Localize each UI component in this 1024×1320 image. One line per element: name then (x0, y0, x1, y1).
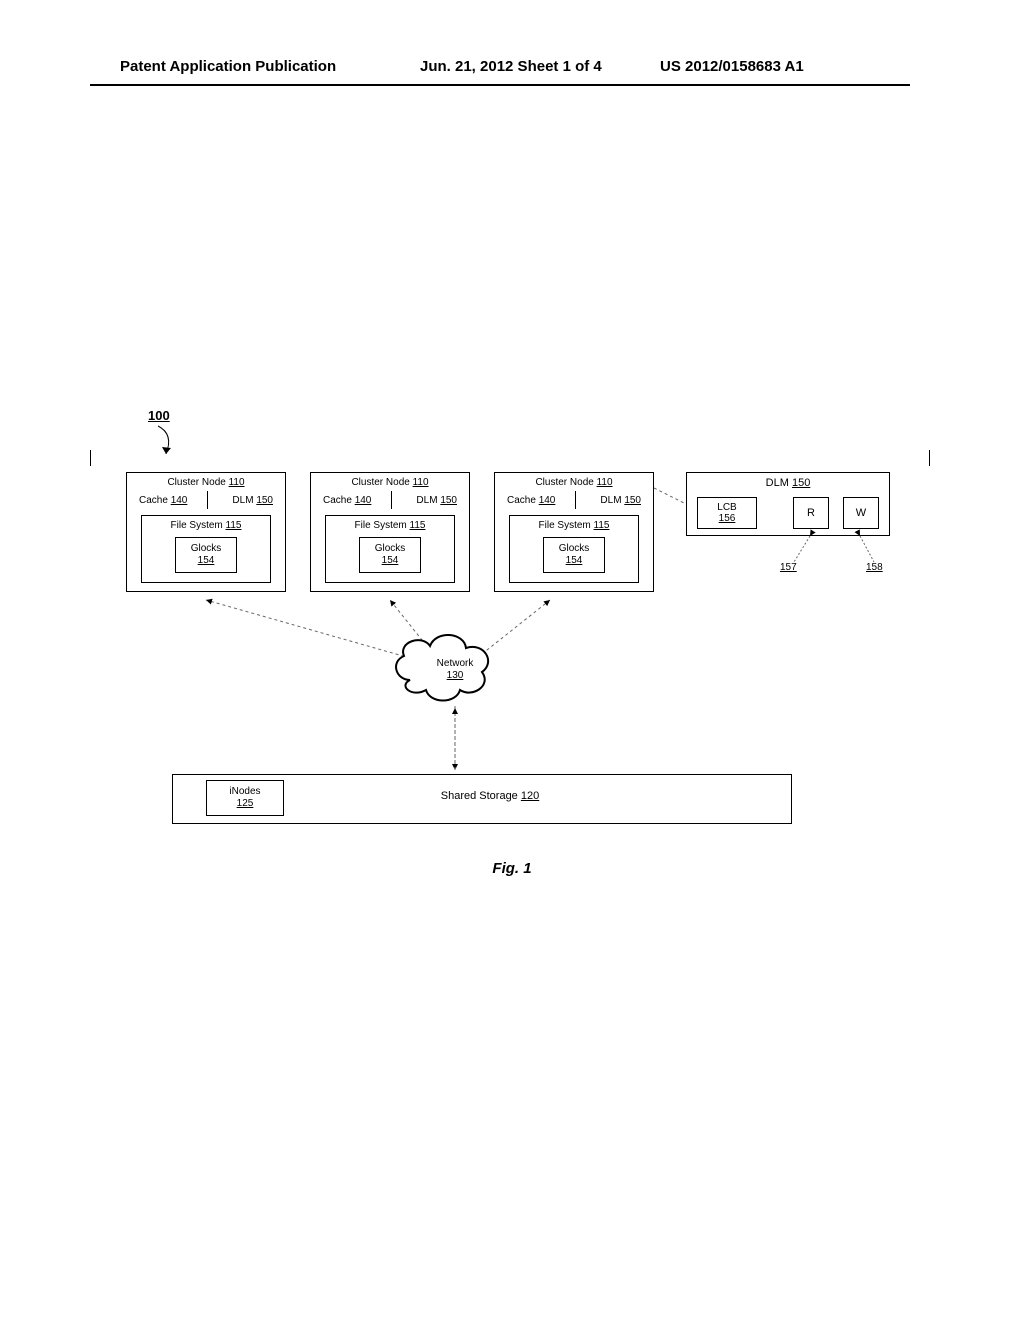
network-text: Network (437, 658, 474, 669)
cluster-node-ref: 110 (229, 477, 245, 488)
w-box: W (843, 497, 879, 529)
file-system-title: File System 115 (510, 520, 638, 531)
fs-text: File System (539, 520, 591, 531)
cluster-node-label: Cluster Node (535, 477, 593, 488)
fs-text: File System (171, 520, 223, 531)
cluster-node-2: Cluster Node 110 Cache 140 DLM 150 File … (310, 472, 470, 592)
fs-ref: 115 (594, 520, 610, 531)
cluster-node-label: Cluster Node (351, 477, 409, 488)
cluster-node-label: Cluster Node (167, 477, 225, 488)
dlm-text: DLM (232, 495, 253, 506)
glocks-ref: 154 (382, 555, 399, 567)
file-system-box: File System 115 Glocks 154 (325, 515, 455, 583)
r-box: R (793, 497, 829, 529)
lcb-box: LCB 156 (697, 497, 757, 529)
cache-ref: 140 (355, 495, 372, 506)
file-system-box: File System 115 Glocks 154 (509, 515, 639, 583)
figure-caption: Fig. 1 (0, 860, 1024, 877)
network-label: Network 130 (410, 658, 500, 682)
w-ref-label: 158 (866, 562, 883, 573)
dlm-ref: 150 (440, 495, 457, 506)
node-separator (575, 491, 576, 509)
glocks-box: Glocks 154 (543, 537, 605, 573)
glocks-text: Glocks (375, 543, 406, 555)
cache-label: Cache 140 (323, 495, 371, 506)
cluster-node-title: Cluster Node 110 (311, 477, 469, 488)
header-right: US 2012/0158683 A1 (660, 58, 804, 75)
cache-label: Cache 140 (139, 495, 187, 506)
inodes-ref: 125 (237, 798, 254, 810)
fs-ref: 115 (226, 520, 242, 531)
cluster-node-ref: 110 (413, 477, 429, 488)
page: Patent Application Publication Jun. 21, … (0, 0, 1024, 1320)
file-system-title: File System 115 (326, 520, 454, 531)
w-text: W (856, 507, 866, 519)
fs-text: File System (355, 520, 407, 531)
header-rule (90, 84, 910, 86)
reference-100-arrow-icon (152, 424, 192, 460)
file-system-title: File System 115 (142, 520, 270, 531)
dlm-label: DLM 150 (232, 495, 273, 506)
dlm-text: DLM (600, 495, 621, 506)
shared-storage-label: Shared Storage 120 (400, 790, 580, 802)
dlm-label: DLM 150 (416, 495, 457, 506)
cluster-node-1: Cluster Node 110 Cache 140 DLM 150 File … (126, 472, 286, 592)
cluster-node-3: Cluster Node 110 Cache 140 DLM 150 File … (494, 472, 654, 592)
lcb-ref: 156 (719, 513, 736, 524)
inodes-box: iNodes 125 (206, 780, 284, 816)
cluster-node-ref: 110 (597, 477, 613, 488)
lcb-text: LCB (717, 502, 736, 513)
cache-ref: 140 (539, 495, 556, 506)
storage-ref: 120 (521, 790, 539, 802)
inodes-text: iNodes (229, 786, 260, 798)
figure-1-diagram: Cluster Node 110 Cache 140 DLM 150 File … (110, 458, 910, 828)
glocks-text: Glocks (191, 543, 222, 555)
fs-ref: 115 (410, 520, 426, 531)
cluster-node-title: Cluster Node 110 (495, 477, 653, 488)
cache-label: Cache 140 (507, 495, 555, 506)
glocks-text: Glocks (559, 543, 590, 555)
dlm-ref: 150 (624, 495, 641, 506)
page-frame-right-tick (929, 450, 930, 466)
file-system-box: File System 115 Glocks 154 (141, 515, 271, 583)
r-ref-label: 157 (780, 562, 797, 573)
dlm-text: DLM (416, 495, 437, 506)
dlm-ref: 150 (256, 495, 273, 506)
cluster-node-title: Cluster Node 110 (127, 477, 285, 488)
node-separator (207, 491, 208, 509)
cache-text: Cache (507, 495, 536, 506)
page-frame-left-tick (90, 450, 91, 466)
dlm-detail-title: DLM 150 (687, 477, 889, 489)
node-separator (391, 491, 392, 509)
network-ref: 130 (447, 670, 464, 681)
cache-text: Cache (323, 495, 352, 506)
storage-text: Shared Storage (441, 790, 518, 802)
cache-text: Cache (139, 495, 168, 506)
dlm-detail-text: DLM (766, 477, 789, 489)
dlm-detail-box: DLM 150 LCB 156 R W (686, 472, 890, 536)
dlm-label: DLM 150 (600, 495, 641, 506)
glocks-ref: 154 (198, 555, 215, 567)
header-center: Jun. 21, 2012 Sheet 1 of 4 (420, 58, 602, 75)
glocks-box: Glocks 154 (175, 537, 237, 573)
header-left: Patent Application Publication (120, 58, 336, 75)
reference-100-label: 100 (148, 408, 170, 423)
glocks-ref: 154 (566, 555, 583, 567)
dlm-detail-ref: 150 (792, 477, 810, 489)
cache-ref: 140 (171, 495, 188, 506)
glocks-box: Glocks 154 (359, 537, 421, 573)
r-text: R (807, 507, 815, 519)
